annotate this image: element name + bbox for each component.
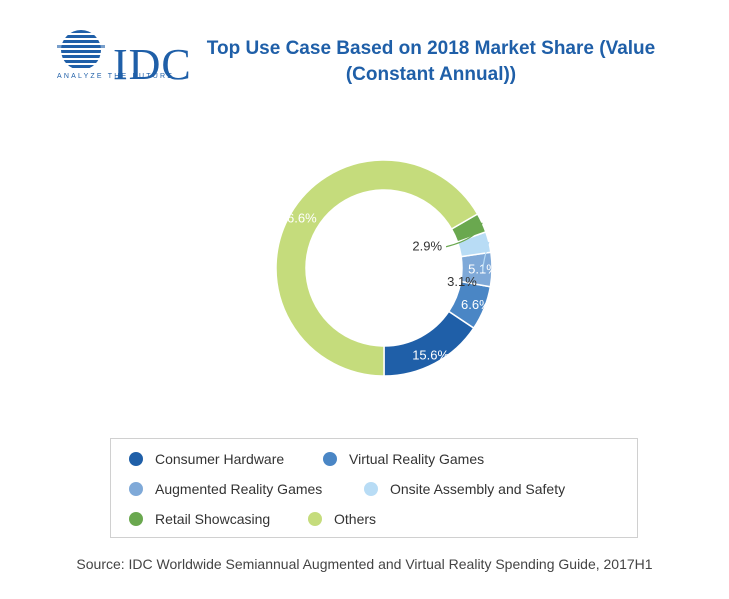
globe-icon [57, 30, 105, 68]
leader-line-retail-showcasing [445, 222, 483, 248]
data-label-retail-showcasing: 2.9% [412, 239, 442, 254]
legend-dot [364, 482, 378, 496]
data-label-others: 66.6% [280, 211, 317, 226]
chart-title: Top Use Case Based on 2018 Market Share … [206, 38, 656, 85]
legend-dot [129, 512, 143, 526]
legend-label: Retail Showcasing [155, 511, 271, 527]
legend-dot [308, 512, 322, 526]
legend-label: Consumer Hardware [155, 451, 285, 467]
data-label-virtual-reality-games: 6.6% [461, 297, 491, 312]
legend-item-virtual-reality-games: Virtual Reality Games [323, 451, 484, 467]
slice-others [275, 159, 479, 377]
legend-item-consumer-hardware: Consumer Hardware [129, 451, 284, 467]
legend-dot [129, 482, 143, 496]
idc-logo: IDC ANALYZE THE FUTURE [55, 26, 195, 89]
legend-label: Virtual Reality Games [349, 451, 485, 467]
legend-label: Others [334, 511, 377, 527]
legend-dot [129, 452, 143, 466]
data-label-consumer-hardware: 15.6% [412, 347, 449, 362]
legend-item-others: Others [308, 511, 376, 527]
data-label-onsite-assembly-and-safety: 3.1% [447, 274, 477, 289]
donut-chart: 15.6%6.6%5.1%66.6%3.1%2.9% [275, 159, 492, 377]
legend-label: Onsite Assembly and Safety [390, 481, 566, 497]
chart-legend: Consumer Hardware Virtual Reality Games … [110, 438, 638, 538]
legend-dot [323, 452, 337, 466]
source-note: Source: IDC Worldwide Semiannual Augment… [76, 556, 653, 572]
leader-line-onsite-assembly-and-safety [482, 241, 490, 272]
slice-consumer-hardware [383, 310, 475, 377]
legend-item-onsite-assembly-and-safety: Onsite Assembly and Safety [364, 481, 565, 497]
legend-item-retail-showcasing: Retail Showcasing [129, 511, 270, 527]
logo-text: IDC [113, 40, 192, 89]
legend-item-augmented-reality-games: Augmented Reality Games [129, 481, 322, 497]
logo-tagline: ANALYZE THE FUTURE [57, 73, 175, 80]
legend-label: Augmented Reality Games [155, 481, 323, 497]
